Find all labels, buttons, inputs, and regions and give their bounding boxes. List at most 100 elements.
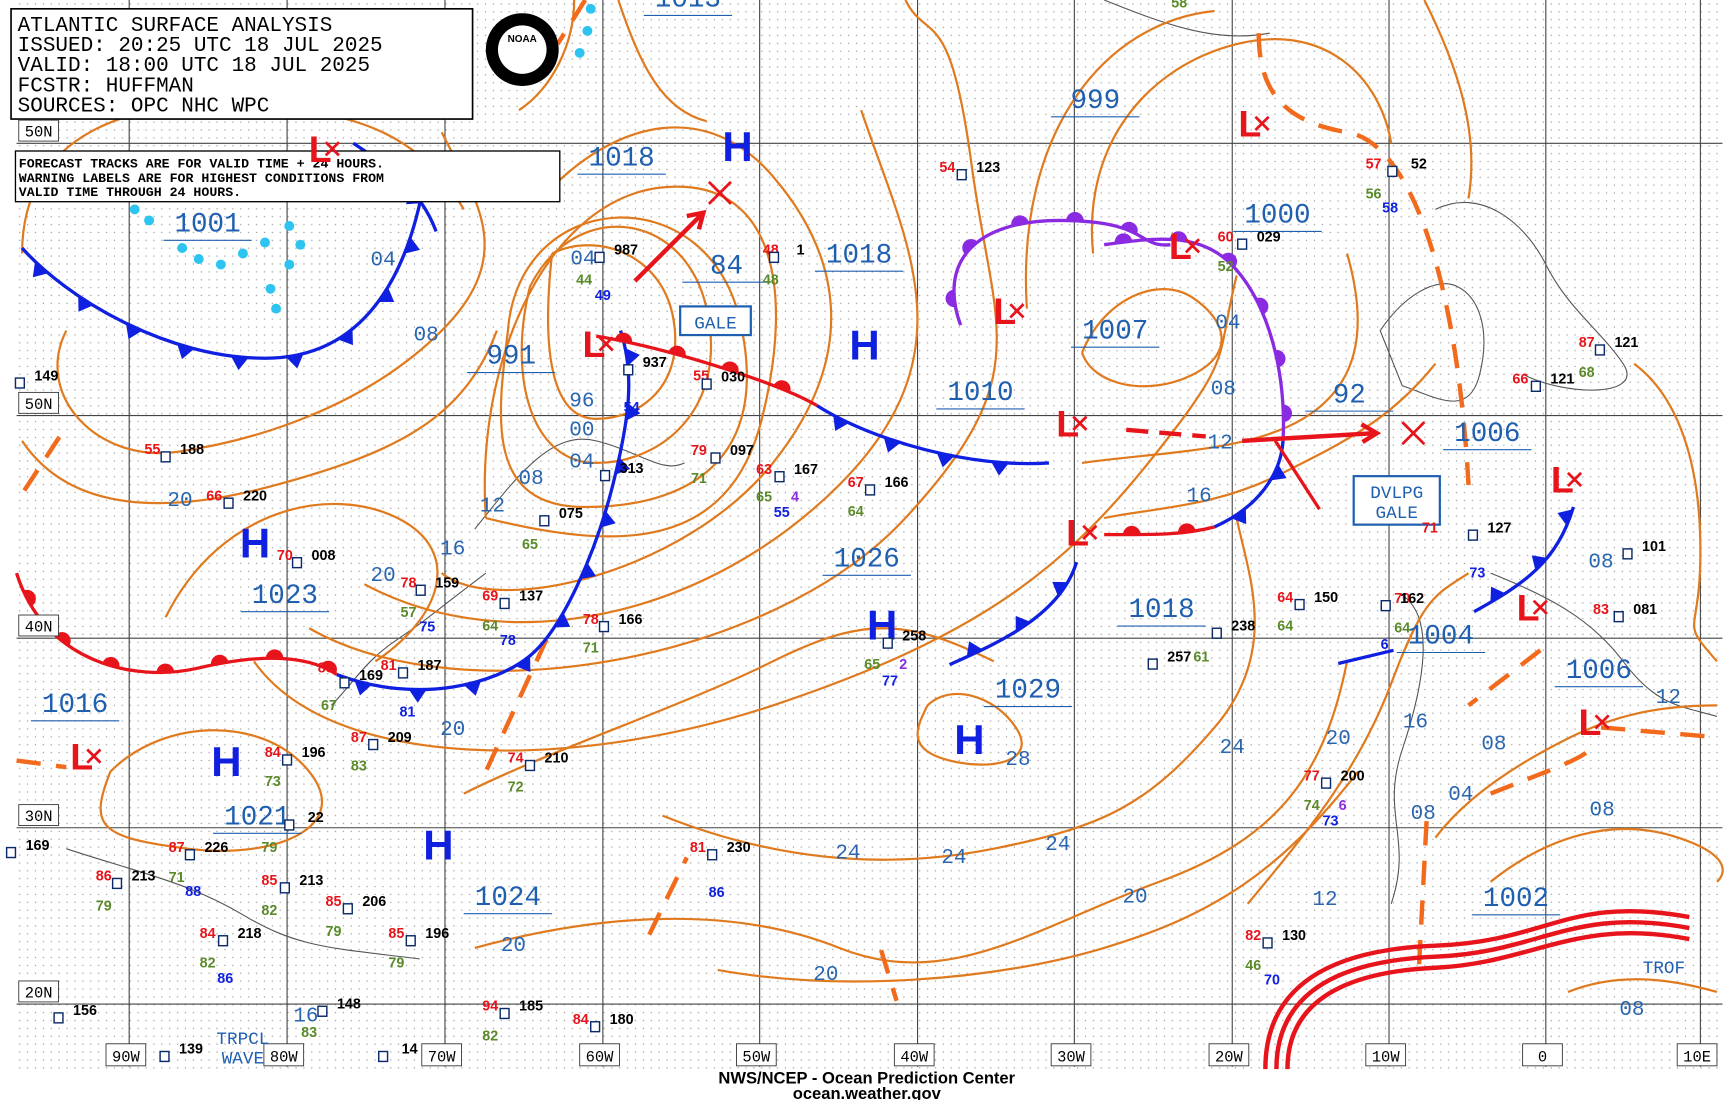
front-triangle: [833, 415, 850, 431]
station-pressure: 121: [1614, 335, 1638, 351]
station-icon: [159, 1050, 170, 1063]
pressure-label: 1007: [1082, 316, 1148, 347]
station-icon: [701, 378, 712, 390]
low-center: L: [583, 323, 606, 365]
low-center: L: [309, 128, 332, 170]
station-icon: [5, 846, 17, 859]
front-semicircle: [1169, 231, 1188, 241]
station-icon: [1622, 548, 1633, 560]
station-temperature: 87: [169, 840, 185, 856]
isobar-label: 04: [570, 249, 595, 272]
station-temperature: 83: [1593, 602, 1609, 618]
front-triangle: [32, 261, 49, 278]
station-dewpoint: 65: [756, 490, 772, 506]
station-icon: [1613, 611, 1624, 623]
isobar-label: 12: [1208, 433, 1233, 456]
pressure-label: 92: [1333, 380, 1366, 411]
isobar-label: 04: [1215, 312, 1240, 335]
station-pressure: 159: [435, 575, 459, 591]
station-othe: 2: [899, 657, 907, 673]
station-dewpoint: 65: [864, 657, 880, 673]
station-dewpoint: 83: [351, 758, 367, 774]
front-semicircle: [945, 289, 956, 308]
station-wind: 73: [1323, 814, 1339, 830]
cold-front: [948, 561, 1079, 667]
lon-label: 40W: [900, 1048, 929, 1066]
front-triangle: [580, 562, 597, 580]
station-icon: [284, 819, 295, 831]
header-line: FCSTR: HUFFMAN: [18, 75, 194, 98]
station-pressure: 169: [26, 838, 50, 854]
lon-label: 0: [1538, 1048, 1547, 1066]
station-pressure: 209: [388, 730, 412, 746]
station-icon: [710, 452, 721, 464]
front-triangle: [404, 237, 420, 254]
station-dewpoint: 82: [261, 903, 277, 919]
station-temperature: 84: [573, 1012, 589, 1028]
station-pressure: 097: [730, 443, 754, 459]
station-icon: [707, 849, 718, 861]
station-pressure: 166: [885, 475, 909, 491]
front-semicircle: [1114, 233, 1133, 244]
pressure-label: 1018: [1128, 595, 1194, 626]
pressure-label: 1018: [589, 143, 655, 174]
front-semicircle: [265, 649, 284, 659]
station-pressure: 162: [1400, 591, 1424, 607]
station-icon: [594, 251, 605, 264]
lon-label-box: [263, 1043, 305, 1067]
station-pressure: 196: [425, 926, 449, 942]
isobar-label: 20: [440, 719, 465, 742]
lat-label: 30N: [25, 808, 53, 826]
isobar-label: 20: [167, 490, 192, 513]
front-triangle: [1557, 509, 1573, 526]
station-icon: [339, 677, 350, 689]
station-temperature: 70: [277, 548, 293, 564]
occluded-front: [1103, 237, 1286, 441]
isobar-label: 24: [1220, 737, 1245, 760]
warm-front: [595, 334, 818, 408]
front-triangle: [78, 295, 94, 312]
station-dewpoint: 71: [691, 471, 707, 487]
station-dewpoint: 79: [96, 898, 112, 914]
pressure-label: 1016: [42, 690, 108, 721]
pressure-label: 1029: [995, 676, 1061, 707]
station-pressure: 196: [302, 745, 326, 761]
station-temperature: 64: [1277, 590, 1293, 606]
station-dewpoint: 65: [522, 537, 538, 553]
low-x: [1254, 115, 1270, 132]
lon-label: 50W: [742, 1048, 771, 1066]
warning-box: [679, 305, 752, 337]
station-othe: 4: [791, 490, 799, 506]
station-icon: [539, 515, 550, 527]
station-pressure: 1: [797, 243, 805, 259]
station-dewpoint: 83: [301, 1025, 317, 1041]
station-pressure: 149: [34, 368, 58, 384]
isobar-label: 08: [1590, 800, 1615, 823]
lat-label-box: [18, 980, 59, 1003]
notice-box: [14, 150, 561, 203]
station-temperature: 84: [200, 926, 216, 942]
front-triangle: [600, 510, 616, 528]
isobar-label: 08: [1211, 379, 1236, 402]
header-line: ISSUED: 20:25 UTC 18 JUL 2025: [18, 35, 383, 58]
station-pressure: 52: [1411, 157, 1427, 173]
isobar-label: 08: [1481, 734, 1506, 757]
low-center: L: [1579, 701, 1602, 743]
footer-line: ocean.weather.gov: [793, 1084, 942, 1100]
lon-label-box: [1522, 1043, 1563, 1067]
front-triangle: [378, 287, 395, 303]
lon-label: 30W: [1057, 1048, 1086, 1066]
station-pressure: 166: [619, 612, 643, 628]
front-semicircle: [614, 332, 633, 344]
station-temperature: 85: [261, 873, 277, 889]
front-semicircle: [320, 660, 337, 674]
isobar-label: 08: [414, 325, 439, 348]
pressure-label: 1000: [1244, 201, 1310, 232]
station-pressure: 180: [610, 1012, 634, 1028]
station-temperature: 55: [144, 442, 160, 458]
front-triangle: [615, 457, 631, 475]
front-triangle: [408, 689, 427, 703]
front-semicircle: [1178, 523, 1196, 534]
